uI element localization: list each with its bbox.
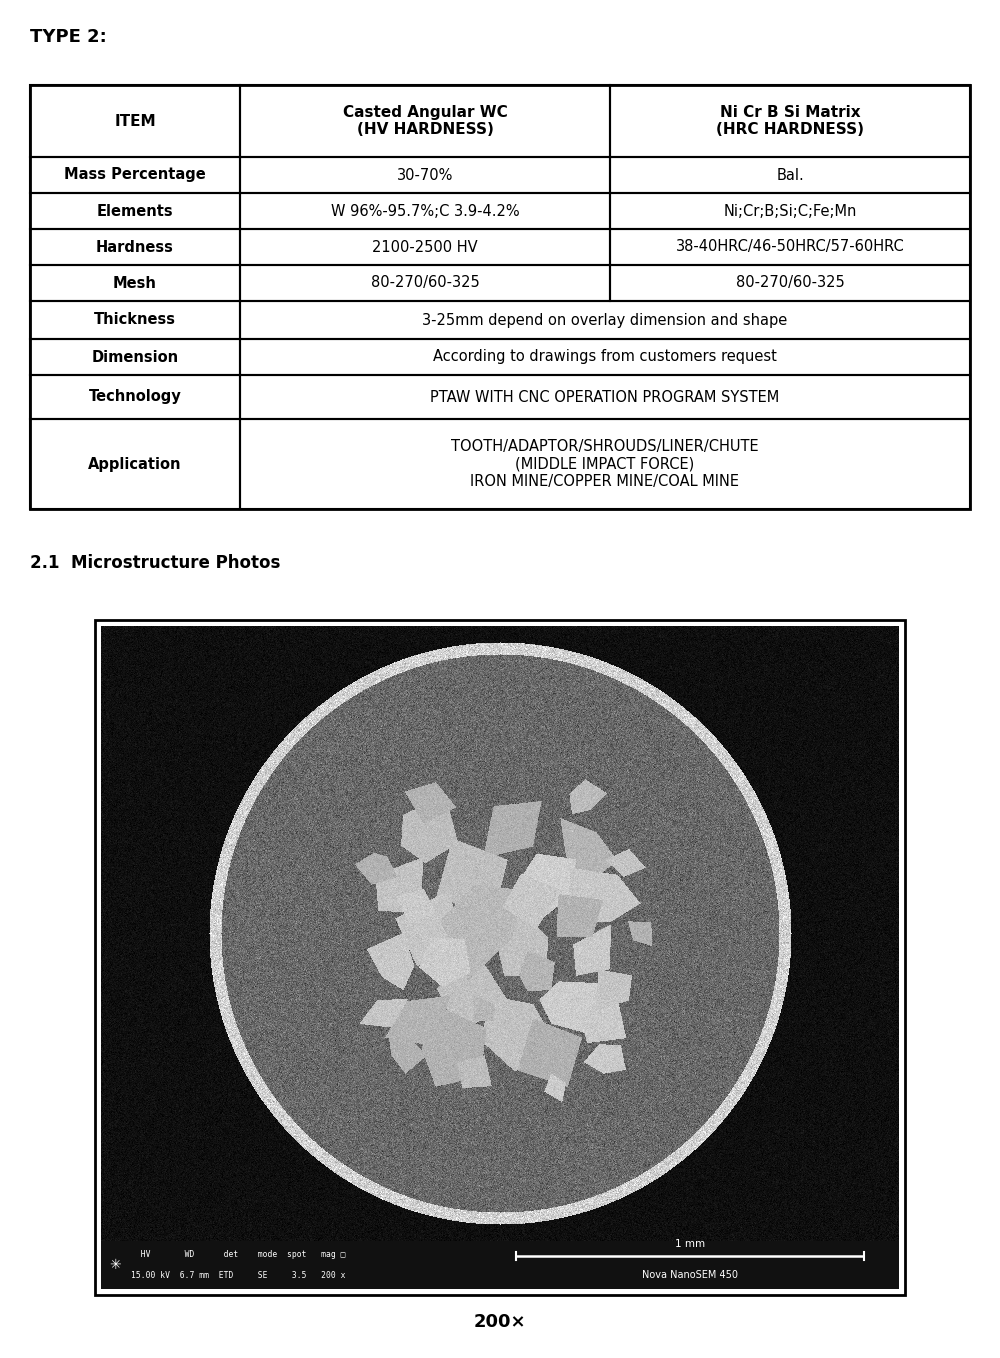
- Text: 30-70%: 30-70%: [397, 167, 453, 182]
- Bar: [610, 158, 970, 193]
- Bar: [240, 420, 970, 509]
- Bar: [240, 375, 970, 420]
- Text: 2.1  Microstructure Photos: 2.1 Microstructure Photos: [30, 554, 280, 572]
- Bar: [95, 621, 905, 1296]
- Bar: [30, 193, 240, 230]
- Bar: [610, 230, 970, 265]
- Text: 80-270/60-325: 80-270/60-325: [371, 276, 479, 291]
- Text: PTAW WITH CNC OPERATION PROGRAM SYSTEM: PTAW WITH CNC OPERATION PROGRAM SYSTEM: [430, 390, 780, 405]
- Bar: [101, 626, 899, 1289]
- Bar: [30, 375, 240, 420]
- Bar: [30, 86, 970, 509]
- Bar: [30, 265, 240, 301]
- Text: ITEM: ITEM: [114, 114, 156, 129]
- Text: Casted Angular WC
(HV HARDNESS): Casted Angular WC (HV HARDNESS): [343, 105, 507, 137]
- Bar: [610, 265, 970, 301]
- Text: Mesh: Mesh: [113, 276, 157, 291]
- Text: Mass Percentage: Mass Percentage: [64, 167, 206, 182]
- Bar: [30, 420, 240, 509]
- Text: W 96%-95.7%;C 3.9-4.2%: W 96%-95.7%;C 3.9-4.2%: [331, 204, 519, 219]
- Bar: [30, 230, 240, 265]
- Bar: [610, 86, 970, 158]
- Text: Ni;Cr;B;Si;C;Fe;Mn: Ni;Cr;B;Si;C;Fe;Mn: [723, 204, 857, 219]
- Text: Ni Cr B Si Matrix
(HRC HARDNESS): Ni Cr B Si Matrix (HRC HARDNESS): [716, 105, 864, 137]
- Bar: [240, 340, 970, 375]
- Bar: [240, 265, 610, 301]
- Text: 1 mm: 1 mm: [675, 1240, 705, 1249]
- Bar: [240, 86, 610, 158]
- Text: Dimension: Dimension: [91, 349, 179, 364]
- Text: 2100-2500 HV: 2100-2500 HV: [372, 239, 478, 254]
- Text: TOOTH/ADAPTOR/SHROUDS/LINER/CHUTE
(MIDDLE IMPACT FORCE)
IRON MINE/COPPER MINE/CO: TOOTH/ADAPTOR/SHROUDS/LINER/CHUTE (MIDDL…: [451, 439, 759, 489]
- Text: 200×: 200×: [474, 1313, 526, 1331]
- Text: 38-40HRC/46-50HRC/57-60HRC: 38-40HRC/46-50HRC/57-60HRC: [676, 239, 904, 254]
- Bar: [30, 301, 240, 340]
- Text: Application: Application: [88, 456, 182, 471]
- Bar: [30, 158, 240, 193]
- Bar: [240, 301, 970, 340]
- Bar: [240, 158, 610, 193]
- Text: Nova NanoSEM 450: Nova NanoSEM 450: [642, 1270, 738, 1279]
- Bar: [240, 193, 610, 230]
- Text: Elements: Elements: [97, 204, 173, 219]
- Text: TYPE 2:: TYPE 2:: [30, 29, 107, 46]
- Text: According to drawings from customers request: According to drawings from customers req…: [433, 349, 777, 364]
- Text: 3-25mm depend on overlay dimension and shape: 3-25mm depend on overlay dimension and s…: [422, 312, 788, 327]
- Text: Bal.: Bal.: [776, 167, 804, 182]
- Bar: [610, 193, 970, 230]
- Text: Hardness: Hardness: [96, 239, 174, 254]
- Text: 15.00 kV  6.7 mm  ETD     SE     3.5   200 x: 15.00 kV 6.7 mm ETD SE 3.5 200 x: [131, 1271, 346, 1281]
- Text: ✳: ✳: [109, 1258, 121, 1272]
- Text: HV       WD      det    mode  spot   mag □: HV WD det mode spot mag □: [131, 1249, 346, 1259]
- Text: Thickness: Thickness: [94, 312, 176, 327]
- Bar: [30, 340, 240, 375]
- Text: Technology: Technology: [89, 390, 181, 405]
- Bar: [101, 1241, 899, 1289]
- Bar: [240, 230, 610, 265]
- Text: 80-270/60-325: 80-270/60-325: [736, 276, 844, 291]
- Bar: [30, 86, 240, 158]
